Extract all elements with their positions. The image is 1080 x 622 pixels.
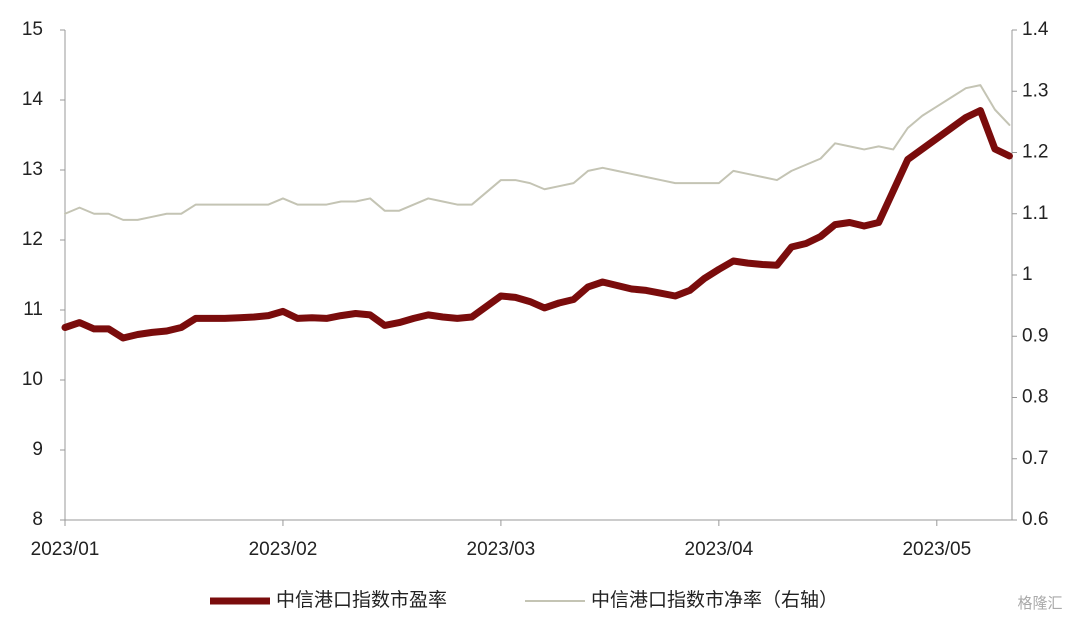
y2-tick-label: 0.9 bbox=[1022, 325, 1048, 346]
x-tick-label: 2023/01 bbox=[31, 539, 100, 560]
x-tick-label: 2023/04 bbox=[685, 539, 754, 560]
series-line bbox=[61, 107, 1013, 342]
legend-label: 中信港口指数市净率（右轴） bbox=[591, 589, 838, 611]
y2-tick-label: 1.4 bbox=[1022, 19, 1049, 40]
y-tick-label: 8 bbox=[32, 509, 43, 530]
x-tick-label: 2023/05 bbox=[902, 539, 971, 560]
y-tick-label: 9 bbox=[32, 439, 43, 460]
x-tick-label: 2023/03 bbox=[467, 539, 536, 560]
y2-tick-label: 1.1 bbox=[1022, 203, 1048, 224]
series-line bbox=[64, 84, 1011, 221]
y2-tick-label: 1.2 bbox=[1022, 142, 1048, 163]
y-tick-label: 12 bbox=[22, 229, 43, 250]
y2-tick-label: 1 bbox=[1022, 264, 1033, 285]
y-tick-label: 14 bbox=[22, 89, 44, 110]
y-tick-label: 15 bbox=[22, 19, 43, 40]
y2-tick-label: 0.7 bbox=[1022, 448, 1048, 469]
y2-tick-label: 0.8 bbox=[1022, 387, 1048, 408]
y-tick-label: 11 bbox=[23, 299, 43, 320]
x-tick-label: 2023/02 bbox=[249, 539, 318, 560]
y2-tick-label: 1.3 bbox=[1022, 80, 1048, 101]
y-tick-label: 10 bbox=[22, 369, 43, 390]
y2-tick-label: 0.6 bbox=[1022, 509, 1048, 530]
y-tick-label: 13 bbox=[22, 159, 43, 180]
watermark: 格隆汇 bbox=[1017, 595, 1062, 612]
legend-label: 中信港口指数市盈率 bbox=[276, 589, 447, 611]
